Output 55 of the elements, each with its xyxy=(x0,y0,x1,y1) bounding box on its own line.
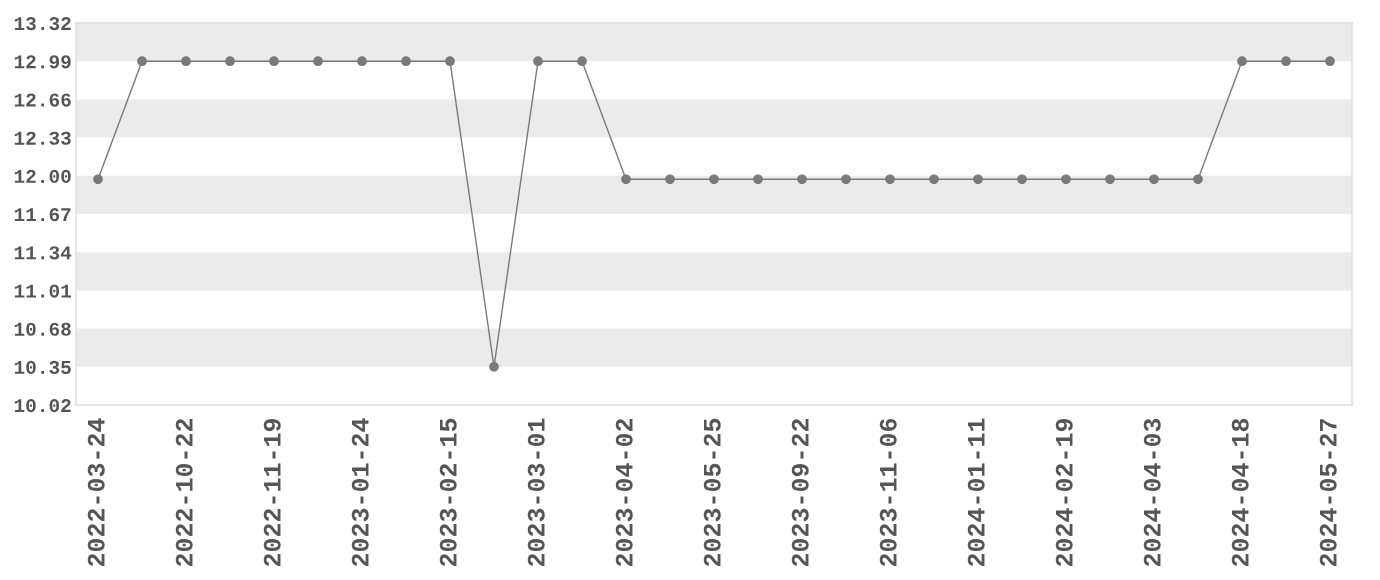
point xyxy=(1017,174,1027,185)
y-tick-label: 11.67 xyxy=(14,208,71,222)
x-tick-label: 2023-03-01 xyxy=(527,418,545,567)
point xyxy=(929,174,939,185)
y-tick-label: 11.01 xyxy=(14,284,71,298)
x-tick-label: 2024-02-19 xyxy=(1055,419,1073,567)
y-tick-label: 12.00 xyxy=(14,169,71,184)
y-tick-label: 10.02 xyxy=(14,399,71,413)
point xyxy=(1193,174,1203,185)
point xyxy=(753,174,763,185)
y-tick-label: 12.99 xyxy=(14,55,71,69)
x-tick-label: 2024-01-11 xyxy=(967,418,985,567)
x-tick-label: 2022-11-19 xyxy=(263,419,281,567)
x-tick-label: 2022-10-22 xyxy=(175,418,193,567)
point xyxy=(269,56,279,67)
point xyxy=(489,361,499,372)
y-tick-label: 10.68 xyxy=(14,322,71,336)
point xyxy=(225,56,235,67)
x-tick-label: 2023-01-24 xyxy=(351,418,369,567)
y-tick-label: 13.32 xyxy=(14,17,71,31)
point xyxy=(1149,174,1159,185)
point xyxy=(357,56,367,67)
point xyxy=(709,174,719,185)
point xyxy=(533,56,543,67)
y-tick-label: 10.35 xyxy=(14,360,71,375)
point xyxy=(885,174,895,185)
point xyxy=(1237,56,1247,67)
x-tick-label: 2022-03-24 xyxy=(87,418,105,567)
point xyxy=(621,174,631,185)
x-tick-label: 2023-05-25 xyxy=(703,418,721,567)
point xyxy=(1105,174,1115,185)
x-tick-label: 2023-09-22 xyxy=(791,418,809,567)
point xyxy=(577,56,587,67)
point xyxy=(841,174,851,185)
y-tick-label: 12.66 xyxy=(14,93,71,107)
point xyxy=(1325,56,1335,67)
x-tick-label: 2023-11-06 xyxy=(879,418,897,567)
point xyxy=(313,56,323,67)
x-tick-label: 2024-05-27 xyxy=(1319,419,1337,567)
point xyxy=(401,56,411,67)
x-tick-label: 2023-02-15 xyxy=(439,418,457,567)
x-tick-label: 2023-04-02 xyxy=(615,418,633,567)
point xyxy=(445,56,455,67)
x-tick-label: 2024-04-03 xyxy=(1143,418,1161,567)
point xyxy=(93,174,103,185)
point xyxy=(181,56,191,67)
point xyxy=(665,174,675,185)
point xyxy=(1061,174,1071,185)
y-tick-label: 12.33 xyxy=(14,131,71,145)
point xyxy=(1281,56,1291,67)
point xyxy=(973,174,983,185)
point xyxy=(137,56,147,67)
point xyxy=(797,174,807,185)
y-tick-label: 11.34 xyxy=(14,246,72,260)
x-tick-label: 2024-04-18 xyxy=(1231,418,1249,567)
